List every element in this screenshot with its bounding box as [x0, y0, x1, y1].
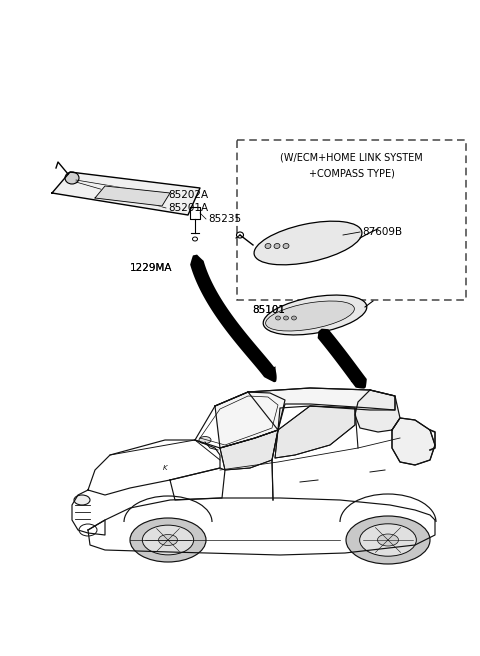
Ellipse shape: [291, 316, 297, 320]
Text: 87609B: 87609B: [362, 227, 402, 237]
Polygon shape: [220, 430, 278, 470]
Ellipse shape: [276, 316, 280, 320]
Ellipse shape: [283, 243, 289, 249]
Text: 1229MA: 1229MA: [130, 263, 172, 273]
Polygon shape: [351, 373, 365, 388]
Polygon shape: [355, 390, 400, 432]
Ellipse shape: [274, 243, 280, 249]
Text: +COMPASS TYPE): +COMPASS TYPE): [309, 168, 395, 178]
Ellipse shape: [263, 295, 367, 335]
Bar: [237, 140, 466, 300]
Ellipse shape: [360, 523, 416, 556]
Ellipse shape: [237, 232, 243, 238]
Ellipse shape: [265, 301, 354, 331]
Ellipse shape: [158, 535, 178, 546]
Ellipse shape: [284, 316, 288, 320]
Text: 85201A: 85201A: [168, 203, 208, 213]
Ellipse shape: [265, 243, 271, 249]
Ellipse shape: [79, 524, 97, 536]
Polygon shape: [392, 418, 435, 465]
Polygon shape: [275, 406, 355, 458]
Polygon shape: [215, 388, 395, 448]
Ellipse shape: [254, 221, 362, 265]
Polygon shape: [52, 172, 200, 215]
Ellipse shape: [143, 525, 193, 555]
Text: 1229MA: 1229MA: [130, 263, 172, 273]
Polygon shape: [318, 329, 367, 388]
Polygon shape: [263, 366, 276, 382]
Ellipse shape: [130, 518, 206, 562]
Text: K: K: [163, 465, 168, 471]
Ellipse shape: [65, 172, 79, 184]
Text: (W/ECM+HOME LINK SYSTEM: (W/ECM+HOME LINK SYSTEM: [280, 153, 423, 163]
Polygon shape: [95, 186, 170, 206]
Ellipse shape: [192, 237, 197, 241]
Text: 85202A: 85202A: [168, 190, 208, 200]
Text: 85101: 85101: [252, 305, 285, 315]
Text: 85235: 85235: [208, 214, 241, 224]
Ellipse shape: [199, 436, 211, 443]
Ellipse shape: [377, 534, 398, 546]
Ellipse shape: [346, 516, 430, 564]
Ellipse shape: [74, 495, 90, 505]
Text: 85101: 85101: [252, 305, 285, 315]
Polygon shape: [190, 255, 276, 382]
